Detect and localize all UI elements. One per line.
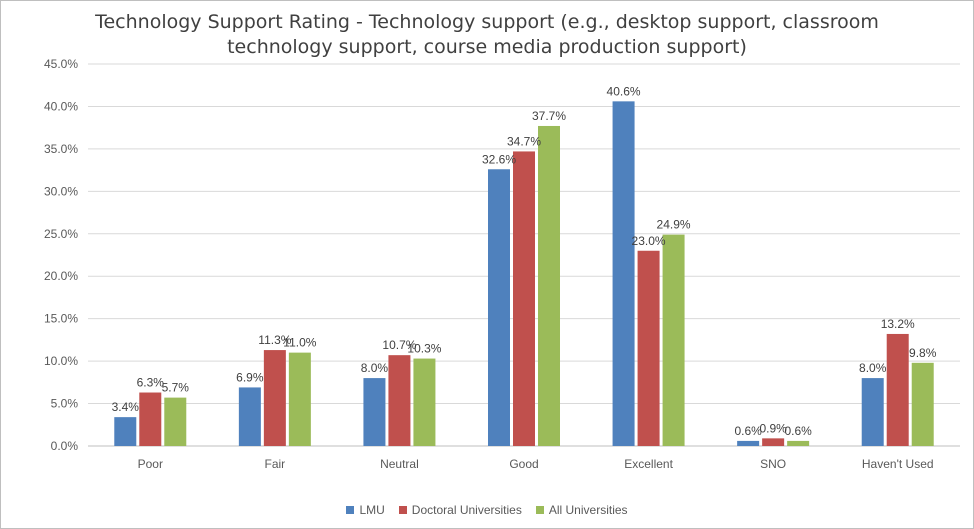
bar (911, 362, 934, 446)
legend-swatch (346, 506, 355, 514)
bar (363, 378, 386, 446)
x-tick-label: Good (509, 457, 538, 471)
bars (114, 101, 934, 447)
data-label: 40.6% (607, 84, 641, 98)
y-tick-label: 0.0% (51, 439, 79, 453)
y-tick-label: 40.0% (44, 99, 78, 113)
legend-label: LMU (359, 503, 385, 517)
bar (238, 387, 261, 446)
x-tick-label: Fair (265, 457, 286, 471)
data-label: 10.3% (407, 342, 441, 356)
bar (662, 234, 685, 446)
bar (413, 358, 436, 446)
x-tick-label: Poor (138, 457, 163, 471)
data-label: 11.3% (258, 333, 291, 347)
bar (637, 250, 660, 446)
data-label: 13.2% (881, 317, 915, 331)
y-tick-label: 15.0% (44, 312, 78, 326)
y-tick-label: 35.0% (44, 142, 78, 156)
data-label: 0.6% (734, 424, 762, 438)
x-tick-label: Haven't Used (862, 457, 934, 471)
x-axis: Poor Fair Neutral Good Excellent SNO Haven't U… (138, 457, 934, 471)
legend-item: All Universities (535, 503, 628, 517)
bar (538, 125, 560, 447)
data-label: 5.7% (162, 381, 190, 395)
legend: LMU Doctoral Universities All Universities (0, 502, 974, 518)
data-label: 6.9% (236, 370, 264, 384)
bar (737, 440, 760, 446)
bar (263, 350, 286, 446)
data-labels: 3.4% 6.3%5.7% 6.9% 11.3%11.0% 8.0% 10.7%10.3%… (112, 84, 937, 438)
data-label: 6.3% (137, 376, 165, 390)
y-axis: 0.0% 5.0% 10.0% 15.0% 20.0% 25.0% 30.0% 35.0% 40… (44, 57, 78, 453)
data-label: 8.0% (859, 361, 887, 375)
data-label: 23.0% (632, 234, 666, 248)
bar (886, 333, 909, 446)
y-tick-label: 45.0% (44, 57, 78, 71)
x-tick-label: Neutral (380, 457, 419, 471)
bar (861, 378, 884, 446)
chart-title: Technology Support Rating - Technology s… (0, 10, 974, 60)
data-label: 3.4% (112, 400, 140, 414)
y-tick-label: 10.0% (44, 354, 78, 368)
data-label: 32.6% (482, 152, 516, 166)
bar (787, 440, 810, 446)
legend-label: Doctoral Universities (411, 503, 522, 517)
legend-swatch (398, 506, 407, 514)
bar (612, 101, 635, 447)
bar (388, 355, 411, 446)
bar (762, 438, 785, 446)
legend-label: All Universities (548, 503, 628, 517)
data-label: 0.9% (759, 421, 787, 435)
bar (513, 151, 535, 447)
legend-item: LMU (346, 503, 385, 517)
x-tick-label: Excellent (624, 457, 673, 471)
data-label: 24.9% (657, 218, 691, 232)
legend-item: Doctoral Universities (398, 503, 522, 517)
data-label: 9.8% (909, 346, 937, 360)
data-label: 34.7% (507, 134, 541, 148)
data-label: 0.6% (784, 424, 812, 438)
chart-title-line-2: technology support, course media product… (227, 36, 747, 58)
y-tick-label: 20.0% (44, 269, 78, 283)
bar (139, 392, 162, 446)
bar (288, 352, 311, 446)
y-tick-label: 5.0% (51, 397, 79, 411)
data-label: 11.0% (283, 336, 316, 350)
data-label: 8.0% (361, 361, 389, 375)
bar (488, 169, 510, 447)
chart-title-line-1: Technology Support Rating - Technology s… (95, 11, 879, 33)
data-label: 37.7% (532, 109, 566, 123)
legend-swatch (535, 506, 544, 514)
y-tick-label: 30.0% (44, 184, 78, 198)
x-tick-label: SNO (760, 457, 786, 471)
data-label: 10.7% (382, 338, 416, 352)
bar (114, 417, 137, 446)
bar (164, 397, 187, 446)
y-tick-label: 25.0% (44, 227, 78, 241)
